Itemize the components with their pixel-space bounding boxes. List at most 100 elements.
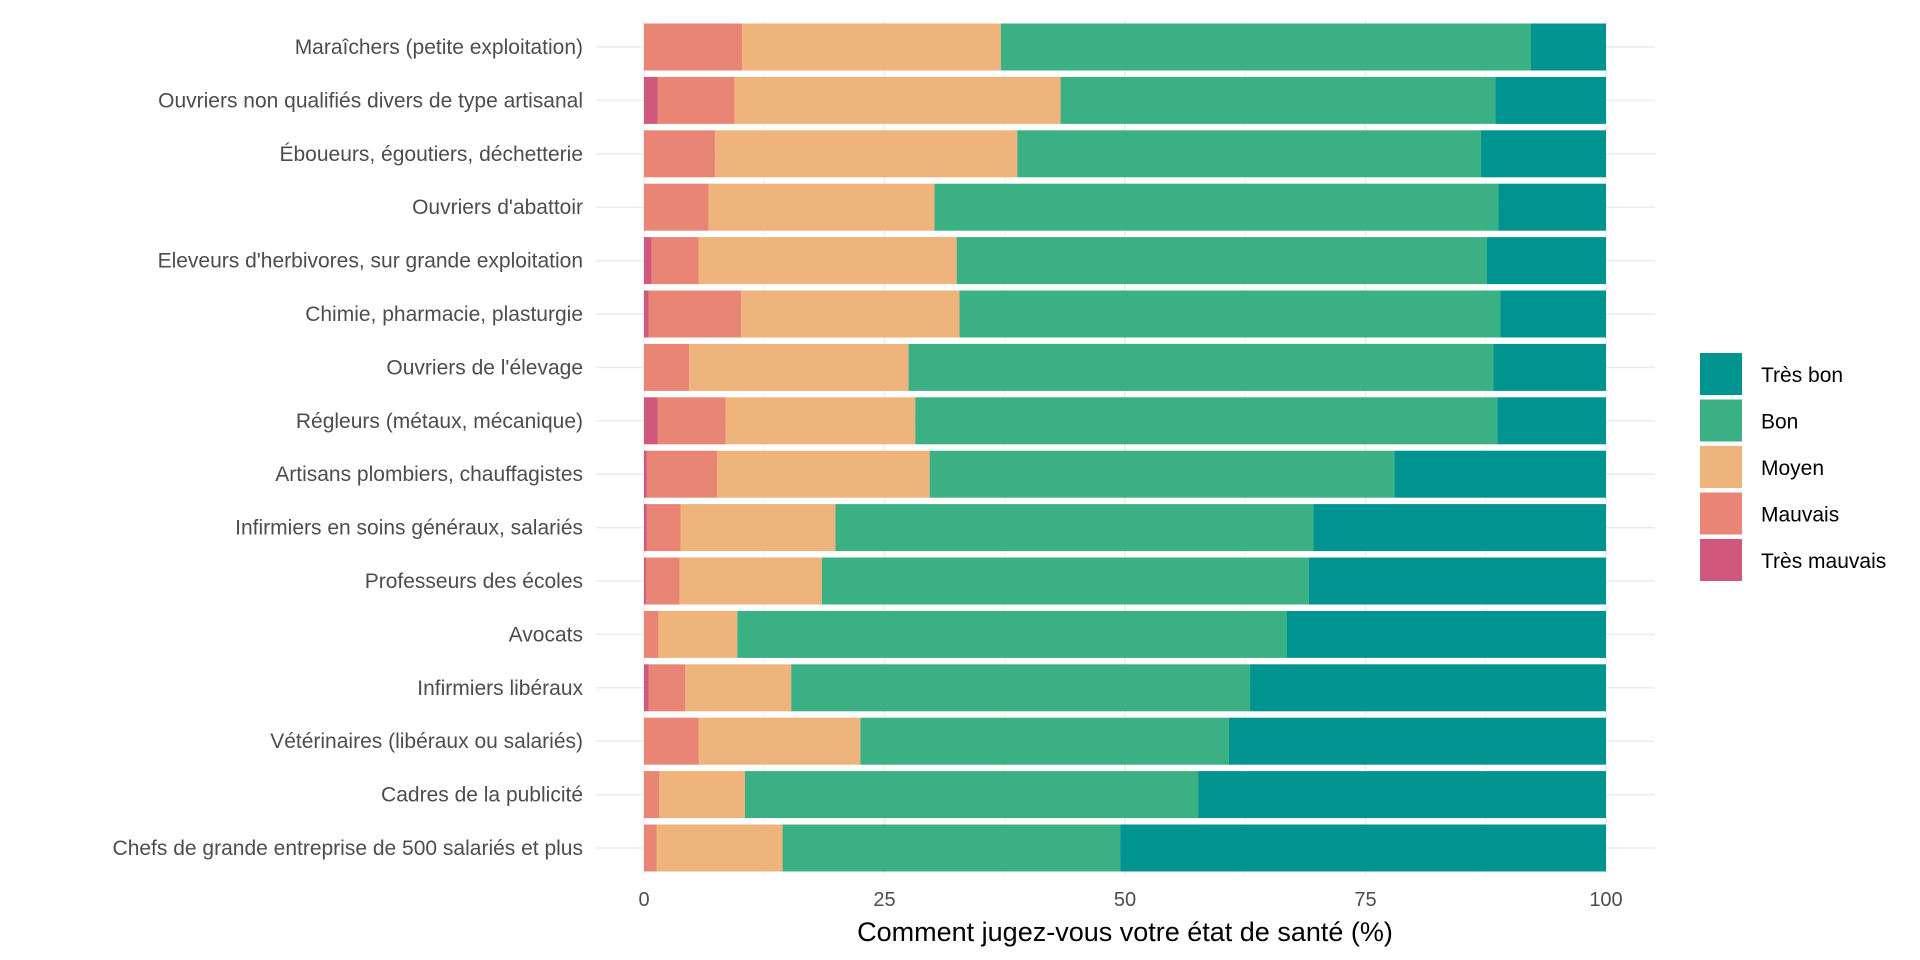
- legend-item-bon[interactable]: Bon: [1700, 399, 1798, 442]
- legend-label: Mauvais: [1761, 504, 1839, 527]
- legend-label: Bon: [1761, 411, 1798, 434]
- bar-segment-bon: [934, 183, 1499, 231]
- bar-segment-moyen: [708, 183, 935, 231]
- bar-segment-mauvais: [646, 504, 681, 552]
- category-label: Vétérinaires (libéraux ou salariés): [270, 730, 583, 753]
- bar-segment-moyen: [685, 664, 792, 712]
- bar-segment-tr-s-bon: [1313, 504, 1606, 552]
- bar-segment-mauvais: [644, 771, 660, 819]
- bars-layer: [644, 23, 1606, 872]
- legend[interactable]: Très bon Bon Moyen Mauvais Très mauvais: [1700, 353, 1886, 581]
- bar-segment-bon: [956, 237, 1487, 285]
- bar-segment-tr-s-mauvais: [644, 504, 647, 552]
- bar-segment-bon: [791, 664, 1251, 712]
- bar-segment-tr-s-bon: [1530, 23, 1606, 71]
- bar-segment-tr-s-bon: [1250, 664, 1606, 712]
- x-tick-label: 50: [1114, 889, 1136, 911]
- bar-segment-moyen: [659, 771, 746, 819]
- bar-segment-mauvais: [657, 76, 735, 124]
- x-axis-ticks: 0 25 50 75 100: [638, 889, 1622, 911]
- bar-segment-moyen: [715, 130, 1018, 178]
- category-label: Chimie, pharmacie, plasturgie: [305, 303, 583, 326]
- bar-segment-tr-s-mauvais: [644, 76, 658, 124]
- x-tick-label: 0: [638, 889, 649, 911]
- bar-segment-bon: [908, 343, 1494, 391]
- bar-segment-tr-s-mauvais: [644, 290, 649, 338]
- x-axis-title: Comment jugez-vous votre état de santé (…: [857, 917, 1393, 947]
- bar-segment-mauvais: [657, 397, 726, 445]
- bar-segment-tr-s-bon: [1198, 771, 1606, 819]
- bar-segment-mauvais: [644, 824, 657, 872]
- bar-segment-moyen: [680, 504, 836, 552]
- legend-swatch: [1700, 539, 1742, 581]
- bar-segment-tr-s-bon: [1497, 397, 1606, 445]
- bar-segment-tr-s-bon: [1493, 343, 1606, 391]
- bar-segment-moyen: [698, 717, 861, 765]
- bar-segment-moyen: [658, 610, 738, 658]
- bar-segment-tr-s-bon: [1495, 76, 1606, 124]
- bar-segment-mauvais: [644, 183, 709, 231]
- legend-swatch: [1700, 446, 1742, 488]
- category-label: Artisans plombiers, chauffagistes: [275, 463, 583, 486]
- category-label: Ouvriers de l'élevage: [386, 356, 583, 379]
- bar-segment-tr-s-bon: [1480, 130, 1606, 178]
- category-label: Régleurs (métaux, mécanique): [296, 410, 583, 433]
- bar-segment-mauvais: [644, 23, 743, 71]
- bar-segment-tr-s-bon: [1486, 237, 1606, 285]
- category-label: Professeurs des écoles: [365, 570, 583, 593]
- bar-segment-tr-s-mauvais: [644, 237, 652, 285]
- bar-segment-tr-s-bon: [1394, 450, 1606, 498]
- bar-segment-mauvais: [646, 450, 718, 498]
- bar-segment-mauvais: [651, 237, 699, 285]
- bar-segment-mauvais: [648, 290, 742, 338]
- category-label: Chefs de grande entreprise de 500 salari…: [113, 837, 583, 860]
- category-label: Eleveurs d'herbivores, sur grande exploi…: [158, 250, 583, 273]
- bar-segment-moyen: [679, 557, 822, 605]
- legend-swatch: [1700, 492, 1742, 535]
- bar-segment-moyen: [689, 343, 909, 391]
- legend-item-mauvais[interactable]: Mauvais: [1700, 492, 1839, 535]
- bar-segment-moyen: [717, 450, 930, 498]
- bar-segment-tr-s-bon: [1228, 717, 1606, 765]
- x-tick-label: 25: [873, 889, 895, 911]
- bar-segment-bon: [860, 717, 1229, 765]
- bar-segment-bon: [835, 504, 1314, 552]
- bar-segment-bon: [1060, 76, 1496, 124]
- bar-segment-tr-s-mauvais: [644, 664, 649, 712]
- bar-segment-bon: [1017, 130, 1481, 178]
- bar-segment-moyen: [698, 237, 957, 285]
- legend-swatch: [1700, 399, 1742, 442]
- bar-segment-moyen: [742, 23, 1001, 71]
- bar-segment-tr-s-bon: [1498, 183, 1606, 231]
- legend-item-tr-s-mauvais[interactable]: Très mauvais: [1700, 539, 1886, 581]
- legend-item-moyen[interactable]: Moyen: [1700, 446, 1824, 488]
- bar-segment-tr-s-bon: [1286, 610, 1606, 658]
- category-label: Cadres de la publicité: [381, 784, 583, 807]
- bar-segment-mauvais: [644, 610, 659, 658]
- bar-segment-tr-s-mauvais: [644, 450, 647, 498]
- legend-label: Très bon: [1761, 364, 1843, 387]
- x-tick-label: 100: [1589, 889, 1622, 911]
- bar-segment-mauvais: [645, 557, 680, 605]
- bar-segment-mauvais: [648, 664, 686, 712]
- bar-segment-bon: [737, 610, 1287, 658]
- category-label: Ouvriers non qualifiés divers de type ar…: [158, 89, 583, 112]
- legend-swatch: [1700, 353, 1742, 395]
- bar-segment-tr-s-bon: [1120, 824, 1606, 872]
- legend-label: Moyen: [1761, 457, 1824, 480]
- bar-segment-tr-s-mauvais: [644, 557, 646, 605]
- bar-segment-mauvais: [644, 343, 690, 391]
- category-label: Infirmiers libéraux: [417, 677, 583, 700]
- bar-segment-bon: [821, 557, 1309, 605]
- bar-segment-bon: [782, 824, 1121, 872]
- legend-item-tr-s-bon[interactable]: Très bon: [1700, 353, 1843, 395]
- category-label: Avocats: [509, 623, 583, 646]
- bar-segment-moyen: [725, 397, 916, 445]
- bar-segment-moyen: [656, 824, 783, 872]
- category-label: Maraîchers (petite exploitation): [295, 36, 583, 59]
- category-label: Ouvriers d'abattoir: [412, 196, 583, 219]
- category-label: Éboueurs, égoutiers, déchetterie: [279, 143, 583, 166]
- bar-segment-bon: [1000, 23, 1531, 71]
- bar-segment-moyen: [741, 290, 960, 338]
- category-label: Infirmiers en soins généraux, salariés: [235, 517, 583, 540]
